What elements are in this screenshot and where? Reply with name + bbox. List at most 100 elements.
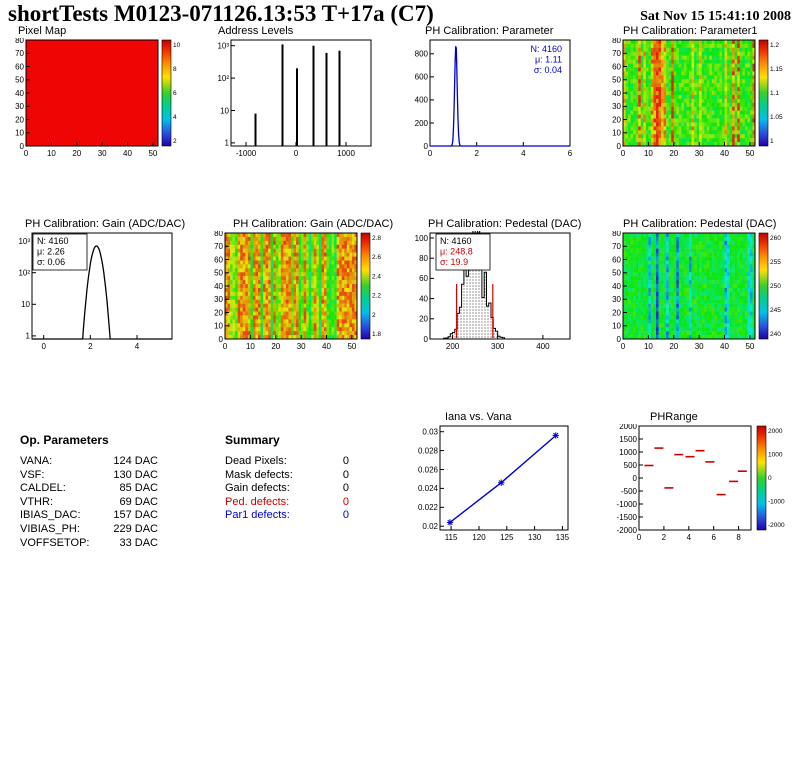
svg-text:2: 2 <box>662 533 667 542</box>
svg-text:σ: 0.06: σ: 0.06 <box>37 257 65 267</box>
svg-text:0: 0 <box>617 142 622 151</box>
op-parameters-title: Op. Parameters <box>20 433 109 447</box>
svg-text:20: 20 <box>612 308 621 317</box>
svg-text:1.1: 1.1 <box>770 90 779 97</box>
svg-text:0: 0 <box>41 342 46 351</box>
svg-text:50: 50 <box>745 342 754 351</box>
svg-text:0: 0 <box>219 335 224 344</box>
svg-text:N: 4160: N: 4160 <box>440 236 472 246</box>
op-param-row: VANA: 124 DAC <box>20 456 158 467</box>
phrange-plot: 0 2 4 6 8 2000 1500 1000 500 0 -500 -1000 -1500 -2000… <box>617 424 785 542</box>
svg-text:-1000: -1000 <box>617 500 638 509</box>
panel-gain-hist: PH Calibration: Gain (ADC/DAC) 0 2 4 1 10 10²… <box>2 218 199 368</box>
svg-text:30: 30 <box>695 342 704 351</box>
svg-text:0: 0 <box>294 149 299 158</box>
svg-text:60: 60 <box>612 62 621 71</box>
svg-text:2.6: 2.6 <box>372 254 381 261</box>
panel-address-levels: Address Levels -1000 0 1000 1 10 10² 10³ <box>201 25 398 175</box>
svg-text:2: 2 <box>173 138 177 145</box>
op-param-value: 157 DAC <box>113 509 158 522</box>
svg-text:10²: 10² <box>18 269 30 278</box>
op-param-row: VIBIAS_PH: 229 DAC <box>20 523 158 535</box>
svg-text:20: 20 <box>669 342 678 351</box>
op-param-value: 69 DAC <box>119 495 158 508</box>
svg-text:-500: -500 <box>621 487 638 496</box>
summary-title: Summary <box>225 433 280 447</box>
gain-map-plot: 0 10 20 30 40 50 0 10 20 30 40 50 60 70 80 2.8 2.6 2.4 2.2… <box>214 231 381 351</box>
svg-text:10: 10 <box>173 42 181 49</box>
svg-text:1.15: 1.15 <box>770 66 783 73</box>
summary-label: Ped. defects: <box>225 495 290 508</box>
svg-text:0: 0 <box>24 149 29 158</box>
svg-text:400: 400 <box>415 96 429 105</box>
svg-text:0: 0 <box>621 149 626 158</box>
svg-text:0: 0 <box>637 533 642 542</box>
svg-text:6: 6 <box>173 90 177 97</box>
summary-value: 0 <box>342 509 349 522</box>
summary-label: Par1 defects: <box>225 509 290 522</box>
svg-text:400: 400 <box>536 342 550 351</box>
op-param-label: VTHR: <box>20 495 53 508</box>
svg-text:1: 1 <box>770 138 774 145</box>
svg-text:0: 0 <box>424 335 429 344</box>
svg-text:N: 4160: N: 4160 <box>37 236 69 246</box>
svg-text:30: 30 <box>15 102 24 111</box>
svg-text:240: 240 <box>770 331 781 338</box>
svg-text:80: 80 <box>612 231 621 238</box>
svg-text:600: 600 <box>415 73 429 82</box>
chart-title: Iana vs. Vana <box>445 411 512 423</box>
svg-text:60: 60 <box>214 255 223 264</box>
op-param-value: 85 DAC <box>119 482 158 495</box>
svg-text:70: 70 <box>612 49 621 58</box>
address-levels-plot: -1000 0 1000 1 10 10² 10³ <box>217 39 372 158</box>
svg-text:2.4: 2.4 <box>372 273 381 280</box>
op-param-label: CALDEL: <box>20 482 66 495</box>
svg-text:1: 1 <box>225 139 230 148</box>
svg-text:125: 125 <box>500 533 514 542</box>
svg-text:50: 50 <box>15 76 24 85</box>
svg-text:0.03: 0.03 <box>422 428 438 437</box>
svg-text:1: 1 <box>26 332 31 341</box>
op-param-value: 130 DAC <box>113 468 158 481</box>
svg-text:0: 0 <box>621 342 626 351</box>
panel-ph-parameter: PH Calibration: Parameter 0 2 4 6 0 200 400 600… <box>400 25 597 175</box>
panel-phrange: PHRange 0 2 4 6 8 2000 1500 1000 500 0 -500 -1000 -1… <box>599 411 796 561</box>
svg-text:50: 50 <box>612 269 621 278</box>
svg-text:8: 8 <box>173 66 177 73</box>
chart-title: PHRange <box>650 411 698 423</box>
op-param-label: VANA: <box>20 455 53 467</box>
svg-text:115: 115 <box>445 533 458 542</box>
svg-text:70: 70 <box>214 242 223 251</box>
svg-text:800: 800 <box>415 50 429 59</box>
chart-title: PH Calibration: Pedestal (DAC) <box>623 218 777 230</box>
svg-text:200: 200 <box>446 342 460 351</box>
svg-text:0: 0 <box>424 142 429 151</box>
svg-text:-1500: -1500 <box>617 513 638 522</box>
ph-parameter1-map-plot: 0 10 20 30 40 50 0 10 20 30 40 50 60 70 80 1.2 1.15 1.1 1.… <box>612 38 783 158</box>
svg-text:4: 4 <box>135 342 140 351</box>
svg-text:80: 80 <box>214 231 223 238</box>
svg-text:0.024: 0.024 <box>418 484 439 493</box>
panel-gain-map: PH Calibration: Gain (ADC/DAC) 0 10 20 30 40… <box>201 218 398 368</box>
svg-text:0.026: 0.026 <box>418 465 439 474</box>
svg-text:2: 2 <box>474 149 479 158</box>
svg-text:μ: 2.26: μ: 2.26 <box>37 247 65 257</box>
summary-label: Dead Pixels: <box>225 455 287 467</box>
svg-text:245: 245 <box>770 307 781 314</box>
op-param-row: VSF: 130 DAC <box>20 468 158 481</box>
svg-text:0: 0 <box>617 335 622 344</box>
svg-text:20: 20 <box>669 149 678 158</box>
svg-text:300: 300 <box>491 342 505 351</box>
svg-text:80: 80 <box>612 38 621 45</box>
svg-text:0: 0 <box>633 474 638 483</box>
svg-text:50: 50 <box>214 269 223 278</box>
op-param-row: IBIAS_DAC: 157 DAC <box>20 510 158 521</box>
svg-text:120: 120 <box>472 533 486 542</box>
svg-text:30: 30 <box>297 342 306 351</box>
svg-text:40: 40 <box>322 342 331 351</box>
svg-text:10: 10 <box>612 129 621 138</box>
svg-text:60: 60 <box>612 255 621 264</box>
panel-pedestal-hist: PH Calibration: Pedestal (DAC) 200 300 400… <box>400 218 597 368</box>
svg-text:40: 40 <box>720 342 729 351</box>
